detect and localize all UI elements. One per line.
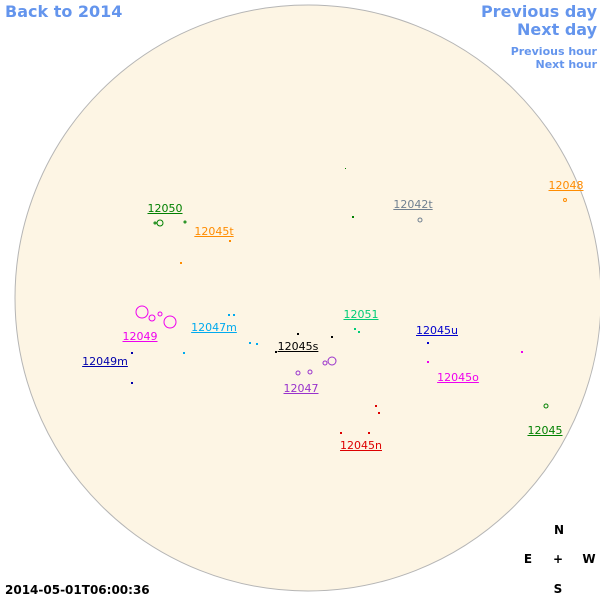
region-label[interactable]: 12045t [194, 225, 234, 238]
region-label[interactable]: 12049m [82, 355, 128, 368]
region-label[interactable]: 12050 [147, 202, 183, 215]
region-label[interactable]: 12049 [122, 330, 158, 343]
region-label[interactable]: 12045s [277, 340, 319, 353]
compass-center: + [552, 552, 564, 566]
solar-disk [14, 4, 600, 592]
region-label[interactable]: 12047m [191, 321, 237, 334]
previous-hour-link[interactable]: Previous hour [510, 45, 597, 58]
region-label[interactable]: 12045n [340, 439, 382, 452]
compass-west: W [582, 552, 596, 566]
sunspots [135, 198, 567, 409]
compass-north: N [553, 523, 565, 537]
region-label[interactable]: 12048 [548, 179, 584, 192]
region-label[interactable]: 12047 [283, 382, 319, 395]
previous-day-link[interactable]: Previous day [480, 2, 597, 21]
region-label[interactable]: 12042t [393, 198, 433, 211]
timestamp: 2014-05-01T06:00:36 [5, 583, 150, 597]
compass-south: S [553, 582, 563, 596]
region-label[interactable]: 12051 [343, 308, 379, 321]
compass-east: E [523, 552, 533, 566]
next-hour-link[interactable]: Next hour [535, 58, 598, 71]
region-label[interactable]: 12045u [416, 324, 458, 337]
region-label[interactable]: 12045 [527, 424, 563, 437]
sunspot-specks [131, 168, 523, 434]
region-label[interactable]: 12045o [437, 371, 479, 384]
next-day-link[interactable]: Next day [517, 20, 597, 39]
back-link[interactable]: Back to 2014 [5, 2, 123, 21]
